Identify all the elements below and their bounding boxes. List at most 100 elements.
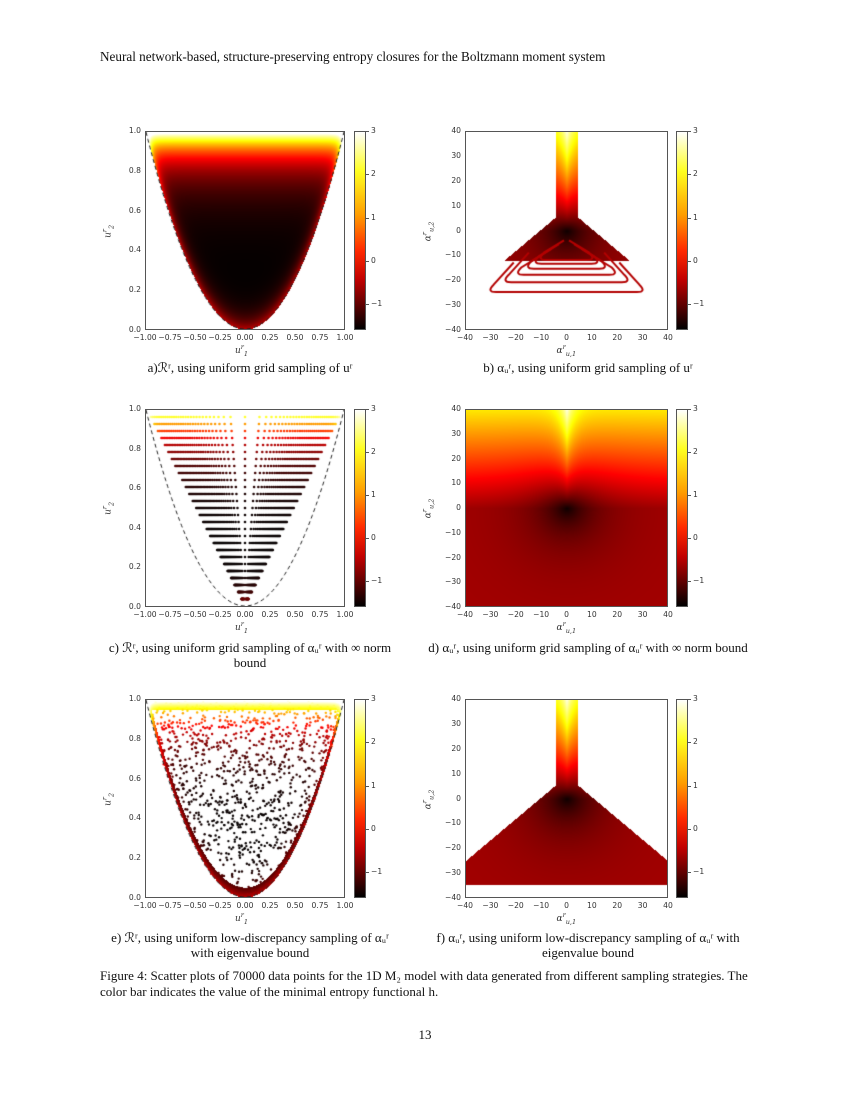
x-tick-label: 40 — [663, 901, 673, 910]
colorbar-tick-label: 0 — [693, 533, 698, 543]
y-tick-label: −10 — [444, 818, 461, 828]
colorbar-b — [676, 131, 688, 330]
y-tick-label: 1.0 — [128, 404, 141, 413]
y-tick-label: 30 — [451, 718, 461, 728]
y-tick-label: 0.0 — [128, 602, 141, 611]
axis-label-part: α — [556, 914, 563, 924]
colorbar-tick-label: −1 — [371, 867, 383, 877]
subfigure-caption-a: a)ℛʳ, using uniform grid sampling of uʳ — [147, 360, 353, 375]
colorbar-tick-mark — [688, 409, 691, 410]
y-tick-label: 30 — [451, 150, 461, 160]
colorbar-tick-mark — [366, 785, 369, 787]
colorbar-tick-mark — [366, 828, 369, 830]
colorbar-tick-mark — [688, 495, 691, 497]
x-axis-label: αru,1 — [557, 911, 577, 926]
colorbar-tick-label: 3 — [371, 404, 376, 413]
y-tick-label: 20 — [451, 743, 461, 753]
axis-label-part: α — [423, 802, 434, 809]
y-tick-label: −10 — [444, 250, 461, 260]
x-tick-label: −0.75 — [158, 901, 182, 910]
colorbar-tick-label: 3 — [371, 126, 376, 135]
x-tick-label: −0.50 — [183, 901, 207, 910]
x-tick-label: −10 — [533, 333, 550, 342]
y-tick-label: 0.8 — [128, 165, 141, 175]
axis-label-part: r — [420, 509, 429, 513]
axis-label-part: r — [240, 911, 244, 919]
x-tick-label: −20 — [507, 333, 524, 342]
y-tick-label: 40 — [451, 404, 461, 413]
x-tick-label: 0.00 — [236, 610, 254, 619]
colorbar-tick-mark — [688, 785, 691, 787]
x-tick-label: −10 — [533, 610, 550, 619]
colorbar-tick-label: −1 — [371, 299, 383, 309]
y-tick-label: 20 — [451, 175, 461, 185]
y-tick-label: 0 — [456, 503, 461, 512]
colorbar-tick-mark — [688, 304, 691, 306]
colorbar-tick-label: 1 — [371, 212, 376, 222]
subfigure-caption-c: c) ℛʳ, using uniform grid sampling of αᵤ… — [108, 640, 392, 670]
axis-label-part: u — [103, 509, 114, 515]
colorbar-tick-label: 2 — [693, 737, 698, 747]
x-tick-label: 0.50 — [286, 610, 304, 619]
colorbar-tick-mark — [688, 581, 691, 583]
axis-label-part: u — [103, 799, 114, 806]
colorbar-f — [676, 699, 688, 898]
scatter-plot-d — [466, 410, 667, 606]
y-tick-label: 0.0 — [128, 893, 141, 902]
x-tick-label: −0.25 — [208, 901, 232, 910]
colorbar-tick-label: 2 — [693, 447, 698, 457]
colorbar-tick-label: −1 — [693, 299, 705, 309]
colorbar-d — [676, 409, 688, 607]
y-tick-label: 0.6 — [128, 483, 141, 493]
x-tick-label: −20 — [507, 901, 524, 910]
x-axis-label: αru,1 — [557, 620, 577, 635]
y-tick-label: 0.2 — [128, 853, 141, 863]
y-axis-label: αru,2 — [421, 493, 436, 523]
x-tick-label: 30 — [637, 901, 648, 910]
x-tick-label: 0 — [564, 901, 569, 910]
colorbar-tick-mark — [366, 452, 369, 454]
colorbar-tick-label: 0 — [371, 533, 376, 543]
colorbar-tick-label: 0 — [371, 255, 376, 265]
x-tick-label: 0.75 — [311, 333, 329, 342]
colorbar-tick-mark — [366, 131, 369, 132]
x-tick-label: 20 — [612, 901, 623, 910]
x-axis-label: αru,1 — [557, 343, 577, 358]
x-tick-label: 0.00 — [236, 901, 254, 910]
x-tick-label: 0.75 — [311, 610, 329, 619]
colorbar-tick-label: −1 — [693, 576, 705, 586]
scatter-plot-e — [146, 700, 344, 897]
colorbar-tick-mark — [688, 131, 691, 132]
x-tick-label: −0.25 — [208, 610, 232, 619]
colorbar-a — [354, 131, 366, 330]
axis-label-part: u — [235, 623, 241, 633]
x-tick-label: −1.00 — [133, 901, 157, 910]
axis-label-part: r — [562, 620, 566, 628]
x-tick-label: 1.00 — [336, 610, 354, 619]
scatter-plot-c — [146, 410, 344, 606]
x-tick-label: 0.50 — [286, 901, 304, 910]
y-tick-label: 0.4 — [128, 245, 141, 255]
colorbar-tick-mark — [688, 742, 691, 744]
axis-label-part: u — [235, 346, 241, 356]
y-tick-label: 10 — [451, 200, 461, 210]
colorbar-tick-mark — [366, 495, 369, 497]
axis-label-part: u,2 — [427, 498, 436, 510]
axis-label-part: u — [103, 231, 114, 238]
y-tick-label: 0.4 — [128, 813, 141, 823]
colorbar-tick-label: 3 — [693, 404, 698, 413]
axis-label-part: 2 — [107, 224, 116, 229]
colorbar-tick-label: 2 — [371, 169, 376, 179]
y-tick-label: −40 — [444, 602, 461, 611]
colorbar-tick-mark — [366, 174, 369, 176]
x-tick-label: 0.25 — [261, 901, 279, 910]
x-tick-label: 0.50 — [286, 333, 304, 342]
plot-e — [145, 699, 345, 898]
plot-a — [145, 131, 345, 330]
x-tick-label: −1.00 — [133, 333, 157, 342]
colorbar-tick-mark — [688, 217, 691, 219]
y-tick-label: 10 — [451, 478, 461, 488]
colorbar-tick-label: 1 — [693, 490, 698, 500]
y-tick-label: −40 — [444, 893, 461, 902]
axis-label-part: α — [556, 623, 563, 633]
